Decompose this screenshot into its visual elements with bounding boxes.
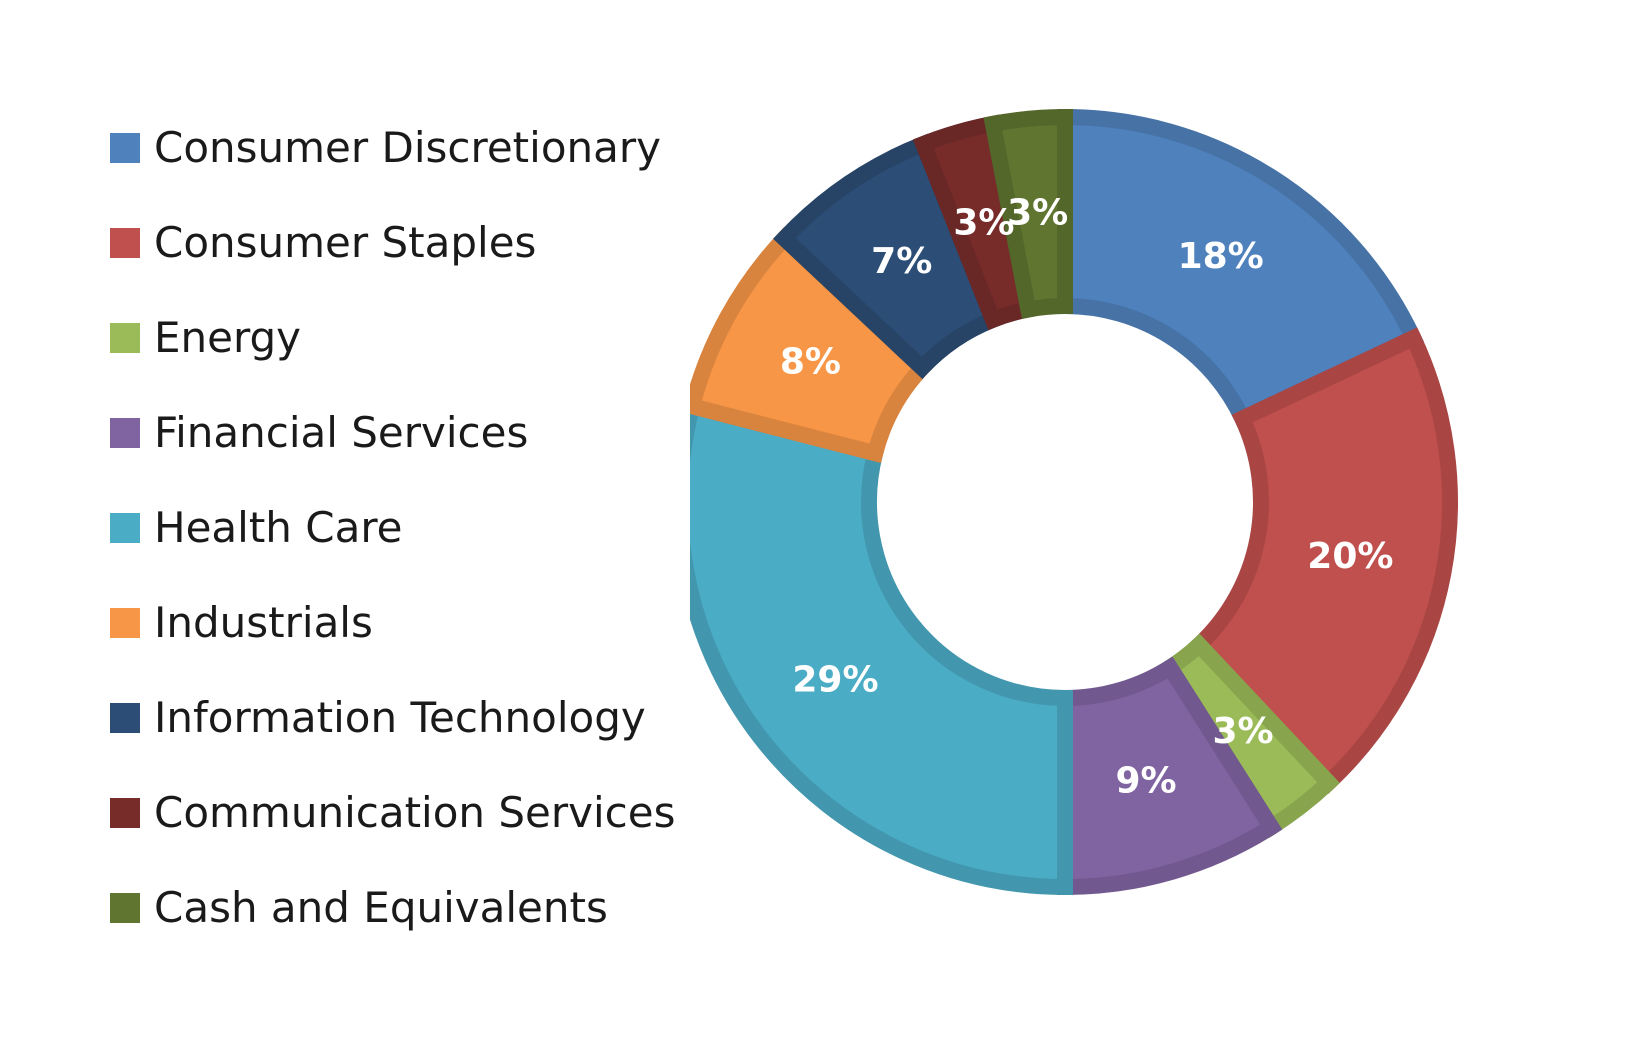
slice-data-label: 20%: [1307, 536, 1393, 577]
legend-item: Information Technology: [110, 670, 676, 765]
legend-swatch: [110, 607, 140, 638]
donut-slice: [690, 397, 1073, 896]
legend-item: Industrials: [110, 575, 676, 670]
legend-label: Health Care: [154, 503, 403, 552]
legend-label: Consumer Discretionary: [154, 123, 661, 172]
legend-label: Financial Services: [154, 408, 529, 457]
legend-swatch: [110, 892, 140, 923]
slice-data-label: 3%: [1212, 711, 1273, 752]
slice-data-label: 29%: [792, 660, 878, 701]
slice-data-label: 8%: [780, 342, 841, 383]
legend-swatch: [110, 702, 140, 733]
legend-label: Information Technology: [154, 693, 646, 742]
legend-swatch: [110, 417, 140, 448]
legend-item: Consumer Staples: [110, 195, 676, 290]
legend-swatch: [110, 132, 140, 163]
slice-labels: 18%20%3%9%29%8%7%3%3%: [780, 192, 1394, 801]
slice-data-label: 18%: [1178, 236, 1264, 277]
legend-swatch: [110, 797, 140, 828]
slices: [690, 108, 1458, 896]
slice-data-label: 3%: [953, 203, 1014, 244]
legend-item: Energy: [110, 290, 676, 385]
legend-swatch: [110, 512, 140, 543]
legend-item: Consumer Discretionary: [110, 100, 676, 195]
donut-slice: [1057, 108, 1425, 430]
legend-item: Financial Services: [110, 385, 676, 480]
slice-data-label: 9%: [1115, 760, 1176, 801]
legend-item: Communication Services: [110, 765, 676, 860]
legend-label: Energy: [154, 313, 302, 362]
legend: Consumer Discretionary Consumer Staples En…: [110, 100, 676, 955]
legend-swatch: [110, 322, 140, 353]
slice-data-label: 3%: [1007, 192, 1068, 233]
legend-label: Consumer Staples: [154, 218, 537, 267]
legend-label: Communication Services: [154, 788, 676, 837]
legend-label: Cash and Equivalents: [154, 883, 608, 932]
donut-slice: [983, 108, 1073, 319]
donut-slice: [1187, 327, 1458, 794]
legend-label: Industrials: [154, 598, 373, 647]
legend-item: Health Care: [110, 480, 676, 575]
donut-chart: 18%20%3%9%29%8%7%3%3%: [690, 108, 1458, 896]
slice-data-label: 7%: [871, 241, 932, 282]
legend-swatch: [110, 227, 140, 258]
legend-item: Cash and Equivalents: [110, 860, 676, 955]
